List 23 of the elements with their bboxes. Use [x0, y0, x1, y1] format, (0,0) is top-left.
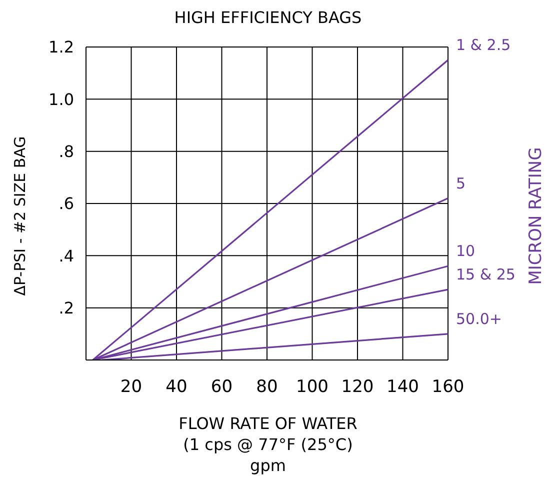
- y-tick-label: 1.0: [48, 90, 74, 109]
- y-axis-title: ΔP-PSI - #2 SIZE BAG: [11, 136, 29, 296]
- x-tick-label: 140: [386, 377, 419, 398]
- y-tick-label: .8: [58, 142, 74, 162]
- x-tick-label: 160: [432, 377, 464, 398]
- series-label: 15 & 25: [456, 266, 516, 284]
- series-label: 50.0+: [456, 310, 502, 328]
- y2-axis-title: MICRON RATING: [526, 147, 546, 285]
- chart-title: HIGH EFFICIENCY BAGS: [173, 8, 363, 27]
- x-tick-label: 120: [341, 377, 374, 398]
- y-tick-label: .2: [58, 298, 74, 318]
- x-tick-label: 100: [296, 377, 328, 398]
- y-tick-label: .6: [58, 194, 74, 214]
- x-tick-label: 80: [256, 377, 278, 398]
- y-tick-label: .4: [58, 246, 74, 266]
- series-label: 10: [456, 242, 476, 260]
- x-tick-label: 20: [120, 377, 142, 398]
- x-axis-title: FLOW RATE OF WATER (1 cps @ 77°F (25°C) gpm: [178, 413, 358, 476]
- y-tick-label: 1.2: [48, 38, 74, 57]
- series-label: 5: [456, 174, 466, 192]
- x-tick-label: 60: [210, 377, 233, 398]
- x-tick-label: 40: [166, 377, 188, 398]
- series-label: 1 & 2.5: [456, 36, 511, 54]
